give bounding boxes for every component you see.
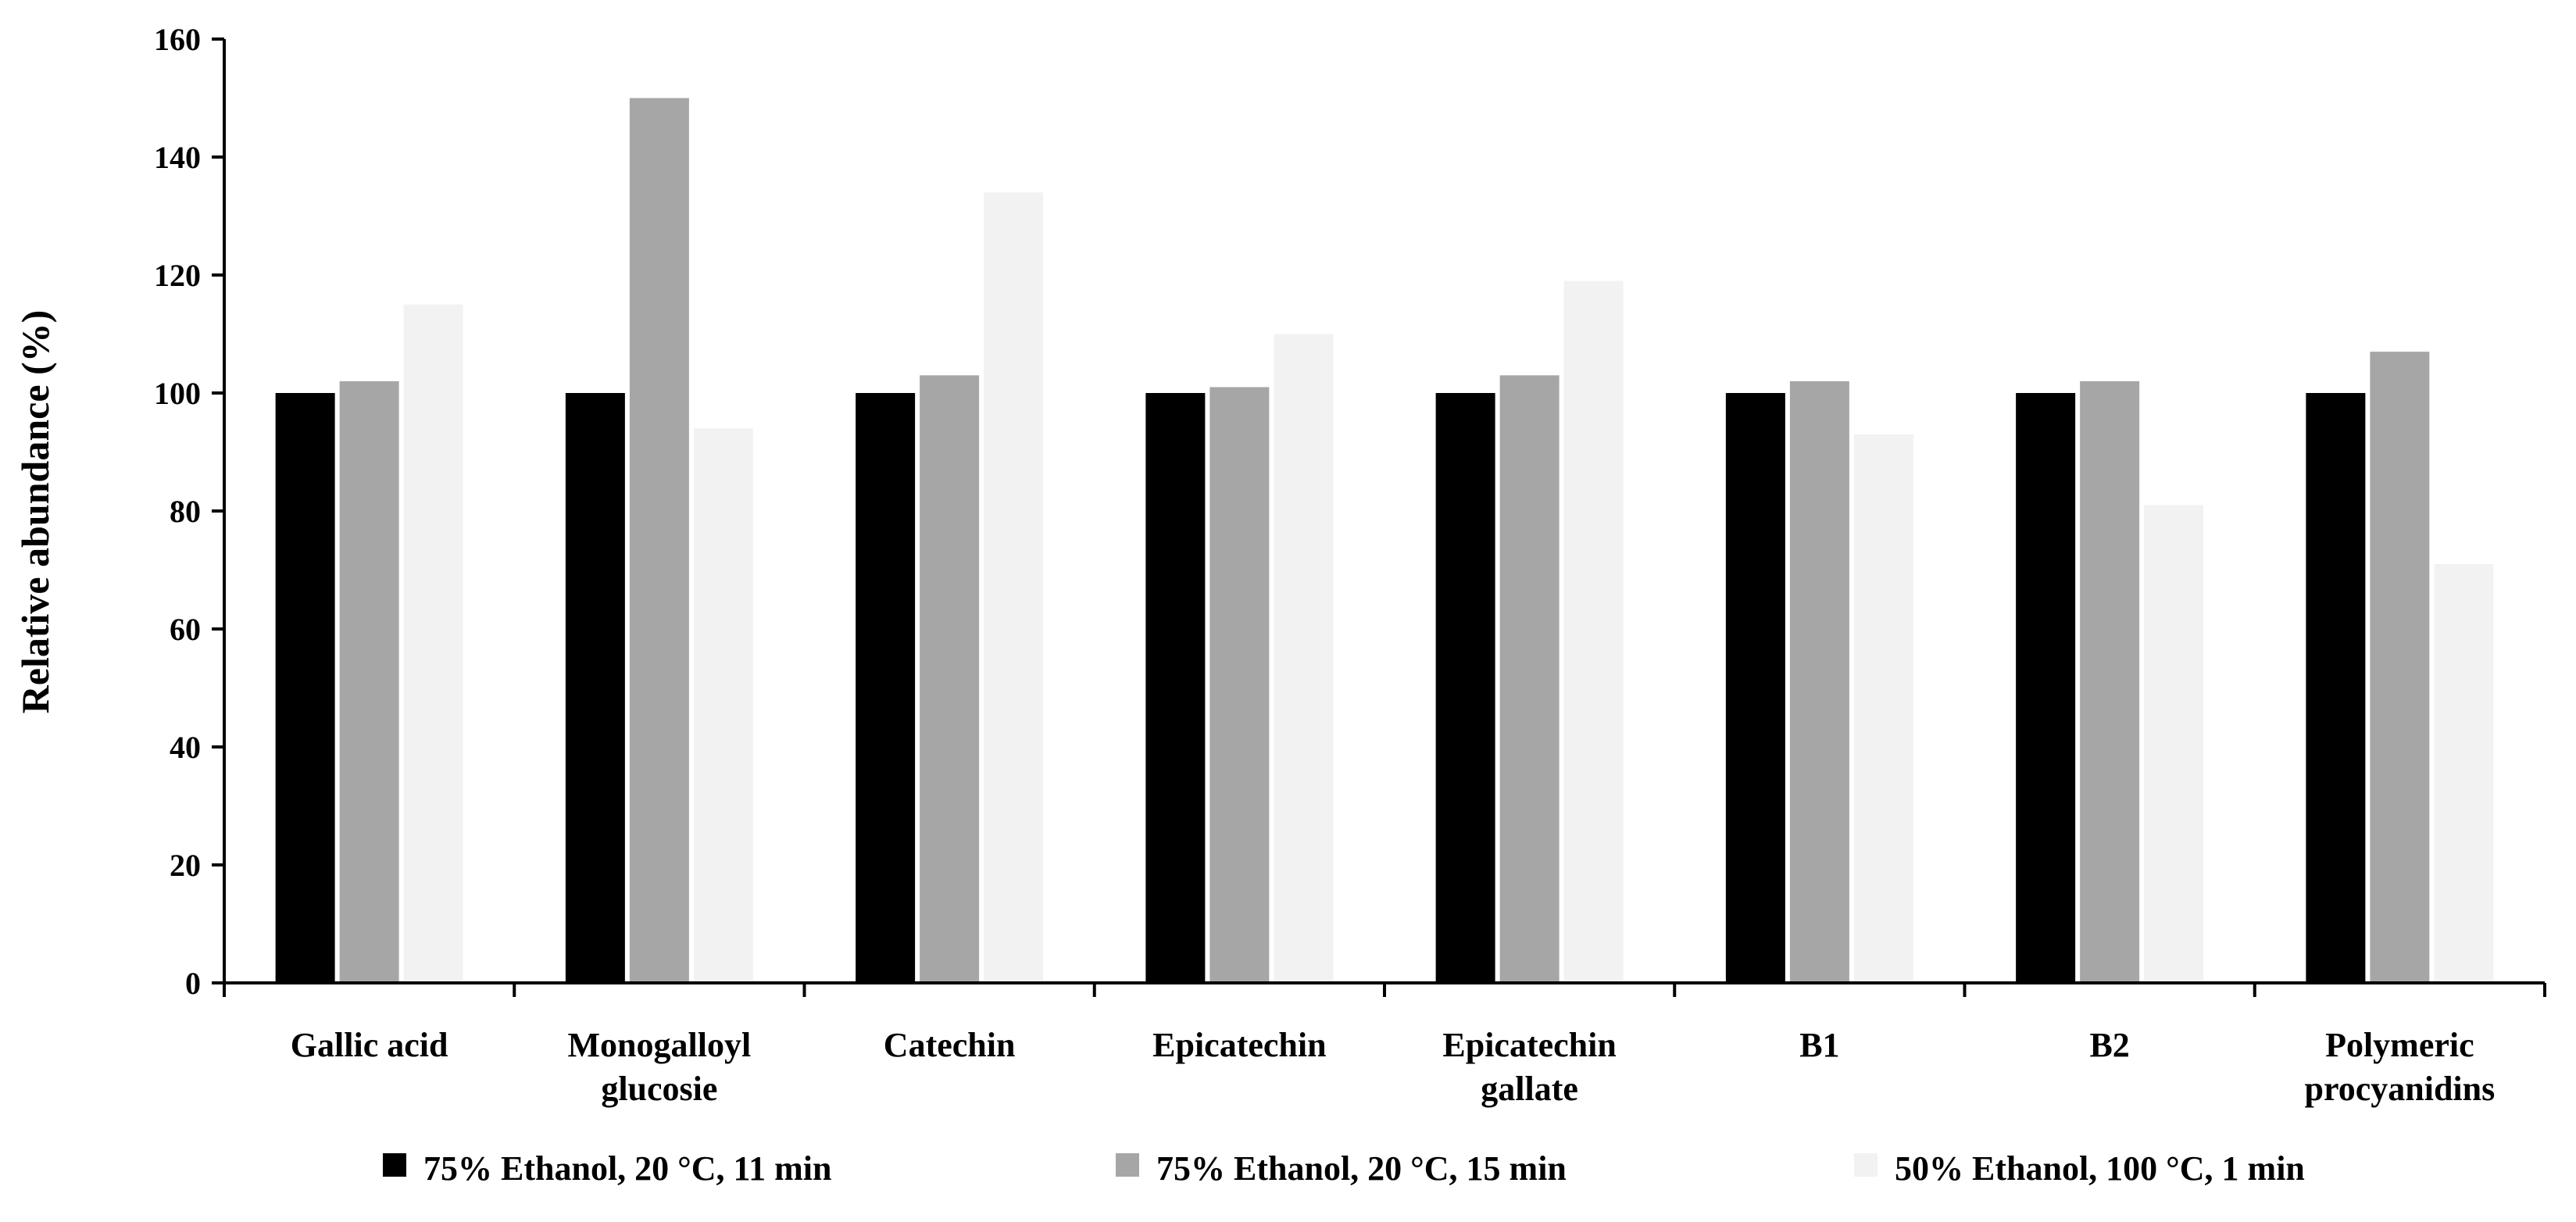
bar-2-5	[1499, 375, 1560, 984]
bar-2-4	[1209, 387, 1270, 983]
y-tick-label: 40	[170, 730, 201, 765]
y-tick-label: 100	[154, 376, 201, 411]
y-axis-ticks: 0 20 40 60 80 100 120 140 160	[154, 22, 226, 1001]
bar-1-2	[565, 393, 625, 983]
category-label: Catechin	[884, 1026, 1016, 1064]
y-tick-label: 120	[154, 258, 201, 293]
legend-swatch-1	[383, 1153, 406, 1177]
legend-swatch-2	[1116, 1153, 1139, 1177]
x-axis	[223, 981, 2546, 997]
y-axis-title: Relative abundance (%)	[13, 310, 57, 714]
bar-3-2	[693, 428, 753, 983]
bar-3-6	[1853, 434, 1913, 983]
category-label: Gallic acid	[291, 1026, 448, 1064]
bar-1-7	[2016, 393, 2076, 983]
category-label: B2	[2089, 1026, 2129, 1064]
bar-2-8	[2370, 352, 2430, 983]
category-label: Monogalloyl glucosie	[568, 1026, 752, 1108]
y-tick-label: 20	[170, 848, 201, 883]
category-label: Epicatechin gallate	[1442, 1026, 1616, 1108]
y-tick-label: 80	[170, 494, 201, 529]
bar-1-6	[1725, 393, 1785, 983]
bar-1-1	[275, 393, 335, 983]
bar-2-1	[339, 381, 399, 983]
legend-label-1: 75% Ethanol, 20 °C, 11 min	[423, 1149, 831, 1188]
y-tick-label: 0	[185, 966, 201, 1001]
bar-1-3	[856, 393, 916, 983]
bar-3-4	[1274, 334, 1334, 983]
category-label: Polymeric procyanidins	[2305, 1026, 2496, 1108]
legend-swatch-3	[1854, 1153, 1878, 1177]
bar-3-5	[1563, 280, 1624, 983]
y-tick-label: 60	[170, 612, 201, 647]
category-labels: Gallic acid Monogalloyl glucosie Catechin Ep…	[291, 1026, 2495, 1108]
bars	[275, 98, 2494, 984]
category-label: Epicatechin	[1152, 1026, 1326, 1064]
bar-3-3	[984, 192, 1044, 984]
legend: 75% Ethanol, 20 °C, 11 min 75% Ethanol, 2…	[383, 1149, 2305, 1188]
bar-1-8	[2306, 393, 2366, 983]
y-tick-label: 140	[154, 140, 201, 175]
bar-2-6	[1789, 381, 1849, 983]
bar-3-7	[2144, 505, 2204, 983]
bar-3-1	[403, 304, 463, 983]
bar-3-8	[2434, 563, 2494, 983]
bar-1-4	[1145, 393, 1206, 983]
legend-label-3: 50% Ethanol, 100 °C, 1 min	[1895, 1149, 2305, 1188]
bar-2-7	[2080, 381, 2140, 983]
bar-2-2	[629, 98, 689, 983]
legend-label-2: 75% Ethanol, 20 °C, 15 min	[1156, 1149, 1567, 1188]
category-label: B1	[1799, 1026, 1839, 1064]
y-tick-label: 160	[154, 22, 201, 57]
bar-2-3	[920, 375, 980, 984]
bar-1-5	[1435, 393, 1495, 983]
